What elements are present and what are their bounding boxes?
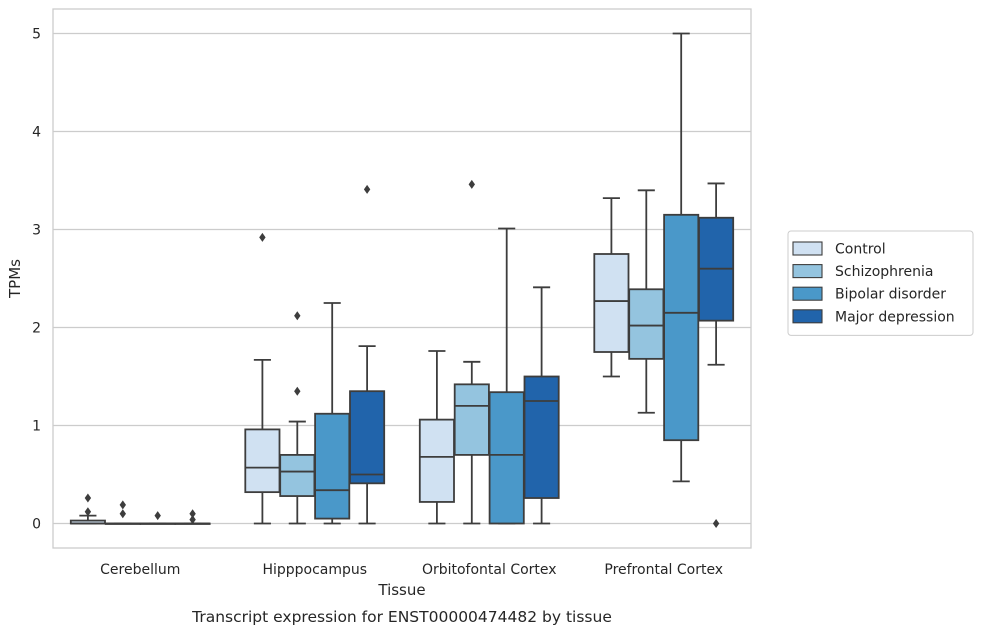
outlier-point	[294, 386, 301, 396]
box-iqr	[418, 418, 455, 503]
box-iqr	[314, 412, 351, 520]
box-bipolar-disorder	[314, 302, 351, 525]
legend-label: Bipolar disorder	[835, 287, 946, 303]
legend-label: Schizophrenia	[835, 264, 933, 280]
plot-frame	[52, 8, 752, 549]
outlier-point	[84, 493, 92, 503]
box-iqr	[663, 213, 700, 442]
outlier-point	[363, 184, 371, 194]
box-schizophrenia	[453, 179, 490, 525]
x-axis-label: Tissue	[377, 581, 425, 599]
box-iqr	[349, 390, 386, 485]
y-axis-label: TPMs	[6, 259, 24, 299]
box-iqr	[628, 288, 665, 360]
outlier-point	[712, 519, 720, 528]
box-major-depression	[523, 286, 560, 525]
box-schizophrenia	[104, 500, 141, 525]
outlier-point	[259, 232, 266, 242]
box-major-depression	[174, 509, 211, 525]
y-tick-label: 2	[32, 321, 41, 337]
box-control	[69, 493, 106, 525]
box-iqr	[488, 391, 525, 525]
box-major-depression	[698, 182, 735, 528]
y-axis-ticks: 0 1 2 3 4 5	[32, 27, 41, 533]
y-tick-label: 1	[32, 419, 41, 435]
box-schizophrenia	[279, 311, 316, 525]
box-control	[418, 350, 455, 525]
legend-swatch	[792, 286, 823, 301]
box-control	[593, 197, 630, 378]
x-tick-label: Cerebellum	[100, 562, 180, 578]
outlier-point	[468, 179, 475, 189]
x-tick-label: Hipppocampus	[262, 562, 367, 578]
box-schizophrenia	[628, 189, 665, 414]
outlier-point	[294, 311, 301, 321]
outlier-point	[189, 515, 196, 525]
legend: Control Schizophrenia Bipolar disorder Majo…	[787, 230, 974, 336]
box-iqr	[523, 375, 560, 499]
legend-frame	[787, 230, 974, 336]
outlier-point	[84, 507, 92, 517]
outlier-point	[119, 500, 126, 510]
box-iqr	[593, 253, 630, 353]
box-bipolar-disorder	[488, 227, 525, 525]
y-tick-label: 4	[32, 125, 41, 141]
legend-label: Major depression	[835, 309, 955, 325]
gridlines	[53, 32, 751, 525]
x-tick-label: Prefrontal Cortex	[604, 562, 723, 578]
box-iqr	[244, 428, 281, 494]
outlier-point	[154, 511, 161, 521]
outlier-point	[189, 509, 196, 519]
x-tick-label: Orbitofontal Cortex	[422, 562, 557, 578]
boxes	[69, 32, 735, 528]
box-iqr	[279, 453, 316, 497]
box-major-depression	[349, 184, 386, 525]
y-tick-label: 0	[32, 517, 41, 533]
y-tick-label: 5	[32, 27, 41, 43]
legend-swatch	[792, 241, 823, 256]
box-bipolar-disorder	[139, 511, 176, 525]
legend-swatch	[792, 264, 823, 279]
y-tick-label: 3	[32, 223, 41, 239]
legend-swatch	[792, 309, 823, 324]
box-control	[244, 232, 281, 525]
box-iqr	[453, 383, 490, 456]
legend-label: Control	[835, 242, 886, 258]
outlier-point	[119, 509, 126, 519]
x-axis-ticks: Cerebellum Hipppocampus Orbitofontal Corte…	[100, 562, 723, 578]
chart-caption: Transcript expression for ENST0000047448…	[191, 608, 612, 626]
box-bipolar-disorder	[663, 32, 700, 483]
